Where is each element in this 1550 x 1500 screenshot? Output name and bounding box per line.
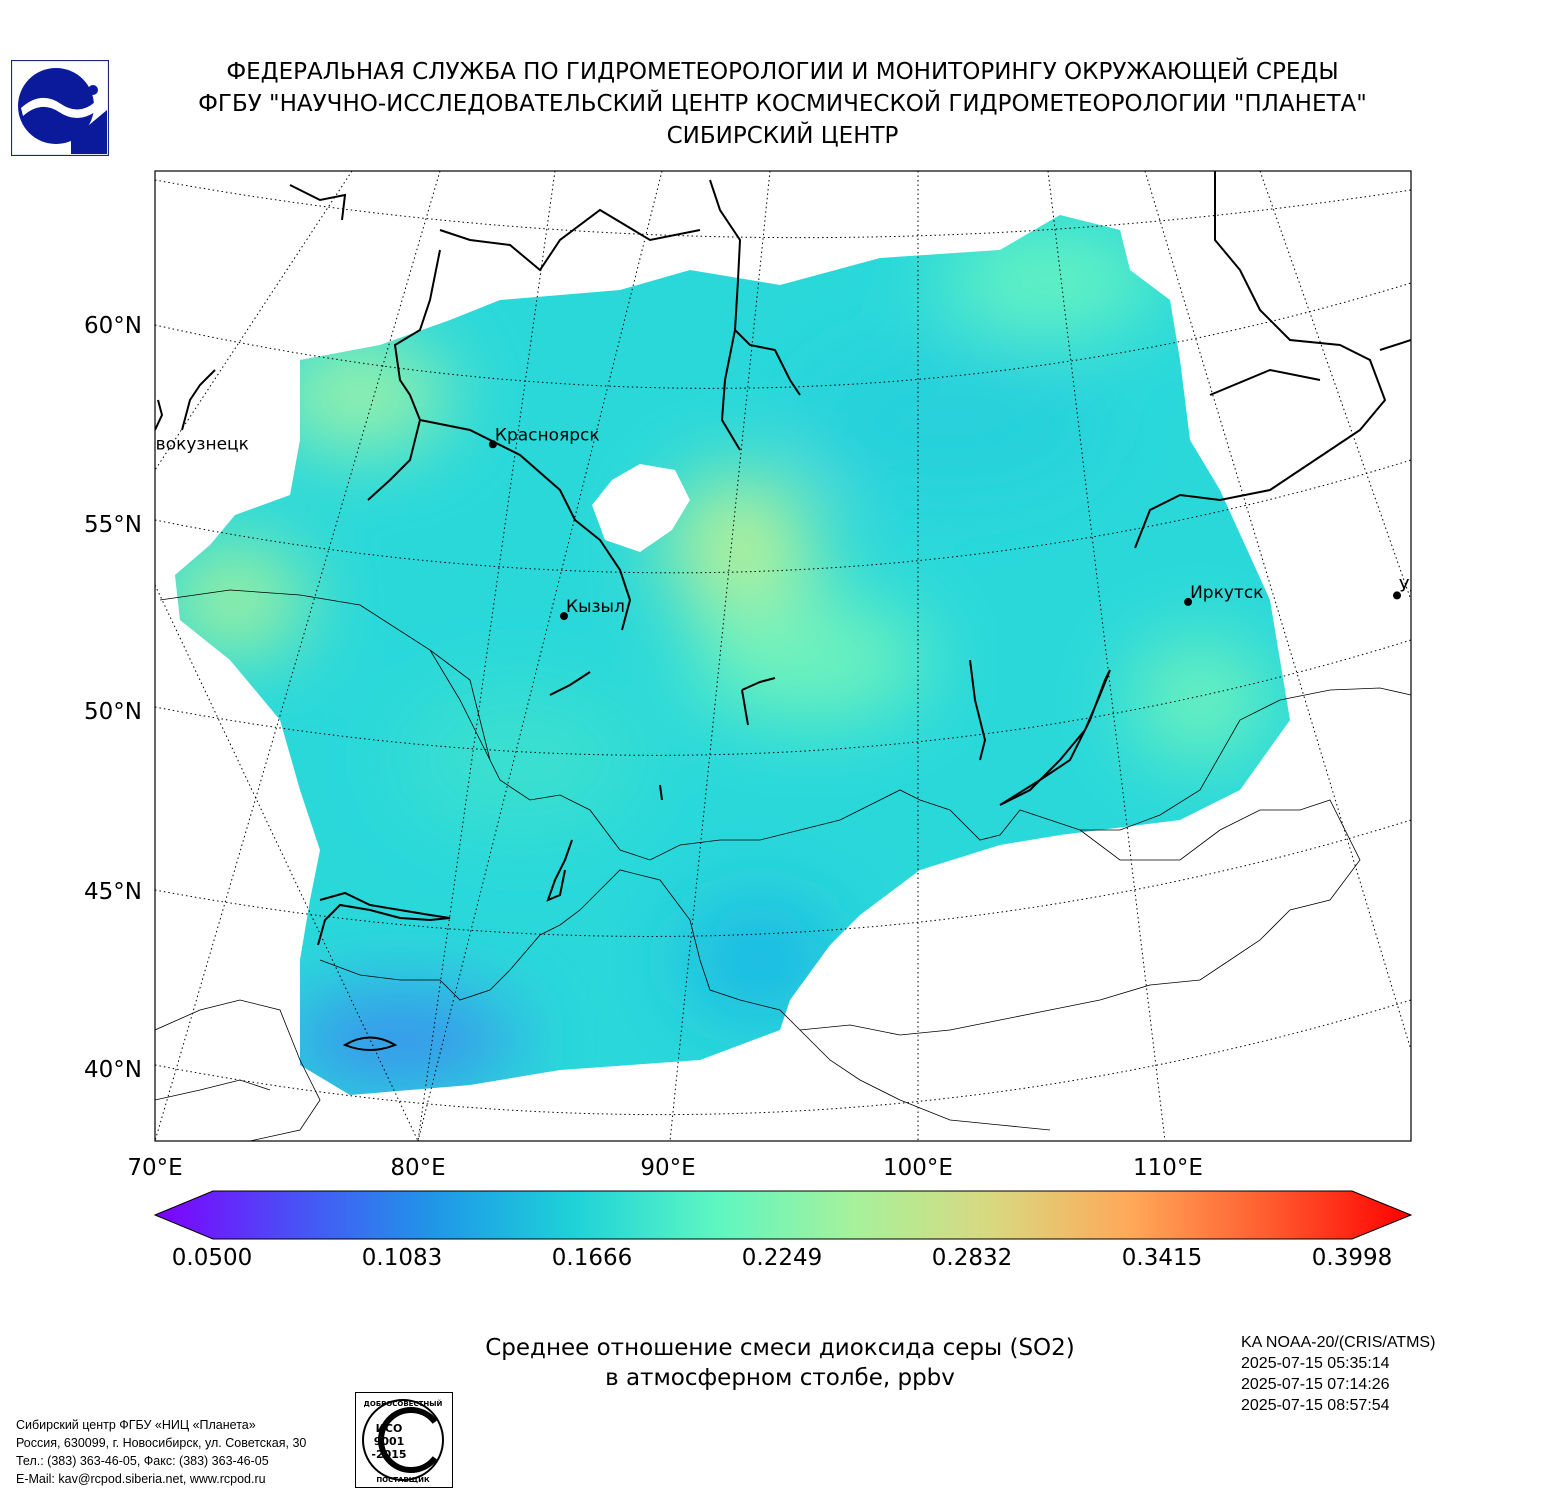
rivers: [155, 171, 1411, 1051]
city-label: Иркутск: [1190, 583, 1263, 603]
lon-label: 110°E: [1133, 1155, 1203, 1181]
colorbar-tick: 0.0500: [171, 1245, 253, 1271]
lon-label: 100°E: [883, 1155, 953, 1181]
colorbar-tick: 0.1666: [551, 1245, 633, 1271]
city-dot: [1184, 597, 1193, 606]
city-label: Новокузнецк: [133, 435, 249, 455]
pass-time: 2025-07-15 07:14:26: [1241, 1376, 1390, 1393]
lon-label: 90°E: [640, 1155, 695, 1181]
contact-footer: Сибирский центр ФГБУ «НИЦ «Планета» Росс…: [16, 1416, 306, 1488]
city-markers: НорильскХанты-МансийскЕкатеринбургКурган…: [0, 315, 1479, 621]
header-line-2: ФГБУ "НАУЧНО-ИССЛЕДОВАТЕЛЬСКИЙ ЦЕНТР КОС…: [198, 91, 1367, 117]
colorbar-tick: 0.2249: [741, 1245, 823, 1271]
city-label: Новосибирск: [0, 315, 16, 335]
lat-label: 55°N: [84, 512, 142, 538]
caption-line-2: в атмосферном столбе, ppbv: [605, 1365, 955, 1391]
pass-time: 2025-07-15 05:35:14: [1241, 1355, 1390, 1372]
lat-label: 45°N: [84, 879, 142, 905]
footer-line: Сибирский центр ФГБУ «НИЦ «Планета»: [16, 1418, 256, 1432]
lon-label: 80°E: [390, 1155, 445, 1181]
so2-field: [175, 215, 1290, 1095]
iso-l3: -2015: [371, 1448, 406, 1461]
iso-bottom: ПОСТАВЩИК: [376, 1476, 430, 1484]
header-line-3: СИБИРСКИЙ ЦЕНТР: [666, 123, 899, 149]
lat-label: 40°N: [84, 1057, 142, 1083]
iso-l1: ИСО: [376, 1422, 403, 1435]
lat-label: 50°N: [84, 699, 142, 725]
header-line-1: ФЕДЕРАЛЬНАЯ СЛУЖБА ПО ГИДРОМЕТЕОРОЛОГИИ …: [226, 59, 1339, 85]
colorbar-tick: 0.1083: [361, 1245, 443, 1271]
city-dot: [560, 612, 568, 621]
footer-line: Россия, 630099, г. Новосибирск, ул. Сове…: [16, 1436, 307, 1450]
city-dot: [488, 440, 497, 449]
footer-line: E-Mail: kav@rcpod.siberia.net, www.rcpod…: [16, 1472, 266, 1486]
colorbar-tick: 0.3415: [1121, 1245, 1203, 1271]
lat-label: 60°N: [84, 313, 142, 339]
satellite-info: KA NOAA-20/(CRIS/ATMS) 2025-07-15 05:35:…: [1241, 1332, 1435, 1416]
caption-line-1: Среднее отношение смеси диоксида серы (S…: [485, 1335, 1075, 1361]
city-label: Кызыл: [566, 597, 625, 617]
iso-top: ДОБРОСОВЕСТНЫЙ: [364, 1399, 443, 1408]
pass-time: 2025-07-15 08:57:54: [1241, 1397, 1390, 1414]
map-frame: [154, 170, 1412, 1142]
city-label: Улан-Удэ: [1399, 576, 1479, 596]
city-dot: [1393, 591, 1401, 600]
satellite-name: KA NOAA-20/(CRIS/ATMS): [1241, 1334, 1436, 1351]
graticule: [155, 171, 1411, 1141]
footer-line: Тел.: (383) 363-46-05, Факс: (383) 363-4…: [16, 1454, 269, 1468]
iso-l2: 9001: [374, 1435, 405, 1448]
city-dot: [32, 317, 40, 325]
planeta-logo: [11, 60, 109, 156]
borders: [155, 589, 1411, 1141]
iso-stamp: ДОБРОСОВЕСТНЫЙ ИСО 9001 -2015 ПОСТАВЩИК: [355, 1392, 453, 1488]
lon-label: 70°E: [127, 1155, 182, 1181]
colorbar-tick: 0.3998: [1311, 1245, 1393, 1271]
colorbar-tick: 0.2832: [931, 1245, 1013, 1271]
colorbar: [153, 1190, 1413, 1240]
city-label: Красноярск: [495, 425, 600, 445]
city-dot: [127, 450, 135, 458]
